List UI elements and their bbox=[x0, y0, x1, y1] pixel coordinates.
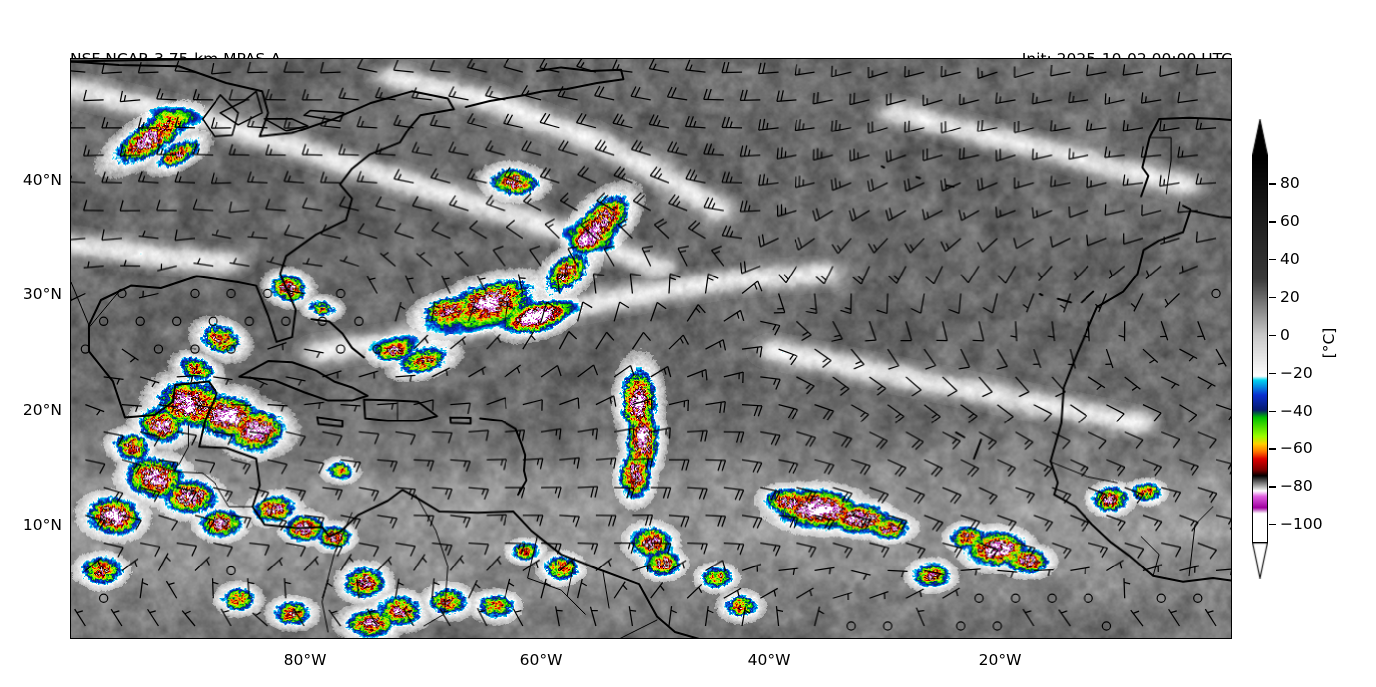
colorbar-extend-max-arrow bbox=[1252, 119, 1268, 155]
colorbar-tick-label: −80 bbox=[1280, 477, 1313, 496]
colorbar-tick-label: 0 bbox=[1280, 325, 1290, 344]
colorbar-tick-label: 40 bbox=[1280, 250, 1300, 269]
longitude-tick-label: 60°W bbox=[519, 651, 563, 669]
colorbar-tick-label: −100 bbox=[1280, 515, 1323, 534]
colorbar-tick-mark bbox=[1269, 296, 1276, 299]
colorbar-tick-label: −40 bbox=[1280, 401, 1313, 420]
map-layers bbox=[71, 59, 1231, 638]
colorbar-tick-mark bbox=[1269, 448, 1276, 450]
colorbar-gradient bbox=[1252, 155, 1268, 543]
longitude-tick-label: 40°W bbox=[747, 651, 791, 669]
colorbar-tick-label: 80 bbox=[1280, 174, 1300, 193]
colorbar-tick-mark bbox=[1269, 524, 1276, 526]
colorbar-extend-min-arrow bbox=[1252, 543, 1268, 579]
colorbar-units-label: [°C] bbox=[1320, 327, 1338, 359]
map-plot-area[interactable] bbox=[70, 58, 1232, 639]
colorbar-tick-label: −60 bbox=[1280, 439, 1313, 458]
colorbar-tick-label: −20 bbox=[1280, 363, 1313, 382]
colorbar-tick-mark bbox=[1269, 410, 1276, 412]
latitude-tick-label: 20°N bbox=[22, 401, 62, 419]
longitude-tick-label: 20°W bbox=[978, 651, 1022, 669]
longitude-tick-label: 80°W bbox=[283, 651, 327, 669]
colorbar-tick-mark bbox=[1269, 334, 1276, 337]
latitude-tick-label: 10°N bbox=[22, 516, 62, 534]
colorbar-tick-mark bbox=[1269, 372, 1276, 375]
colorbar-tick-label: 20 bbox=[1280, 287, 1300, 306]
colorbar-tick-mark bbox=[1269, 183, 1276, 185]
colorbar-tick-mark bbox=[1269, 221, 1276, 223]
colorbar-tick-label: 60 bbox=[1280, 212, 1300, 231]
wind-barb-overlay bbox=[71, 59, 1231, 638]
latitude-tick-label: 30°N bbox=[22, 285, 62, 303]
latitude-tick-label: 40°N bbox=[22, 171, 62, 189]
colorbar[interactable]: 80 60 40 20 0 −20 −40 −60 −80 −100 bbox=[1248, 118, 1323, 580]
colorbar-tick-mark bbox=[1269, 486, 1276, 488]
colorbar-tick-mark bbox=[1269, 259, 1276, 261]
